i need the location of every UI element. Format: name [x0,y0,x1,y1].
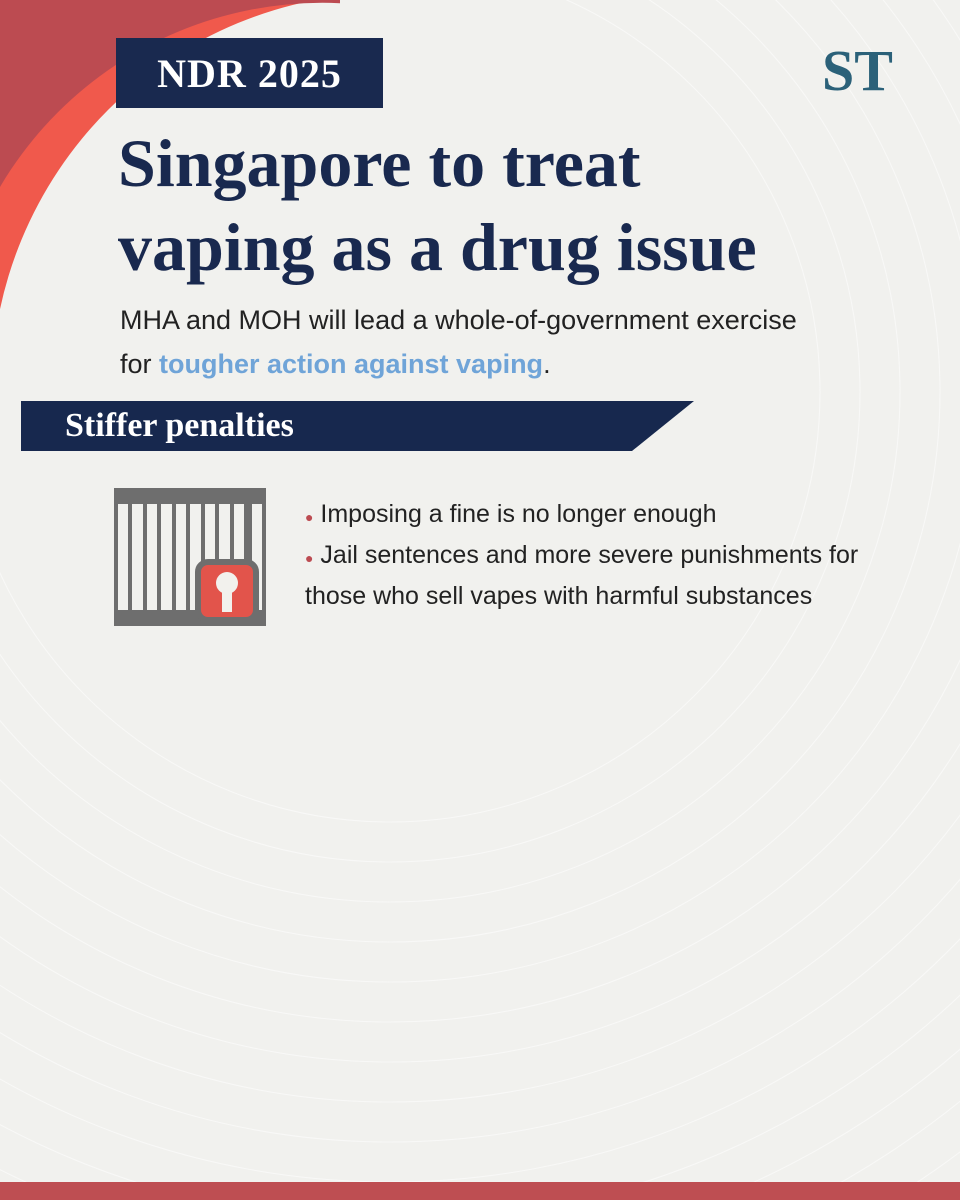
svg-text:ST: ST [822,38,893,103]
